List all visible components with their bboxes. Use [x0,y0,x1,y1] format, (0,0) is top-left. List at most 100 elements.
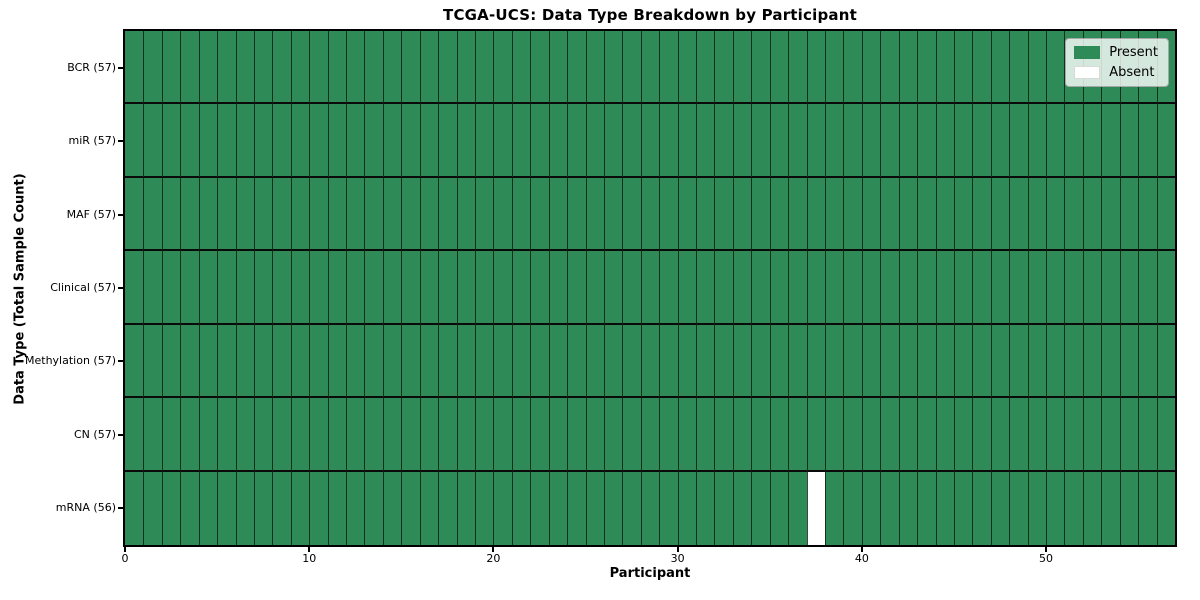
cell-present-miR-p43 [917,104,936,178]
cell-present-Clinical-p37 [806,251,825,325]
y-tick-mark [118,287,123,289]
cell-present-CN-p56 [1156,398,1175,472]
cell-present-CN-p23 [548,398,568,472]
cell-present-mRNA-p42 [898,471,918,545]
legend-present-label: Present [1109,45,1158,60]
cell-present-mRNA-p48 [1009,471,1028,545]
cell-present-BCR-p36 [788,31,807,105]
cell-present-mRNA-p47 [990,471,1010,545]
cell-present-MAF-p7 [253,177,273,252]
cell-present-mRNA-p18 [456,471,475,545]
cell-present-Clinical-p7 [253,251,273,325]
cell-present-Clinical-p18 [456,251,475,325]
cell-present-BCR-p0 [125,31,144,105]
x-tick-label-30: 30 [670,552,685,565]
cell-present-CN-p31 [696,398,715,472]
cell-present-BCR-p42 [898,31,918,105]
cell-present-miR-p0 [125,104,144,178]
cell-present-MAF-p16 [419,177,439,252]
cell-present-mRNA-p55 [1138,471,1157,545]
cell-present-Methylation-p21 [511,324,531,399]
cell-present-BCR-p47 [990,31,1010,105]
cell-present-miR-p1 [143,104,162,178]
cell-present-miR-p34 [751,104,770,178]
cell-present-CN-p30 [677,398,697,472]
cell-present-CN-p12 [346,398,365,472]
cell-present-MAF-p56 [1156,177,1175,252]
x-tick-mark [308,547,311,552]
cell-present-mRNA-p26 [603,471,623,545]
cell-present-CN-p11 [327,398,347,472]
cell-present-BCR-p7 [253,31,273,105]
cell-present-BCR-p9 [290,31,310,105]
cell-present-Methylation-p18 [456,324,475,399]
cell-present-Methylation-p13 [364,324,383,399]
cell-present-mRNA-p43 [917,471,936,545]
cell-present-Methylation-p19 [475,324,494,399]
cell-present-MAF-p37 [806,177,825,252]
cell-present-MAF-p52 [1082,177,1102,252]
cell-present-BCR-p49 [1027,31,1047,105]
cell-present-BCR-p27 [622,31,641,105]
cell-present-mRNA-p27 [622,471,641,545]
y-tick-label-mRNA: mRNA (56) [55,501,116,515]
cell-present-miR-p10 [309,104,328,178]
cell-present-miR-p38 [825,104,844,178]
cell-present-CN-p10 [309,398,328,472]
cell-present-mRNA-p15 [401,471,420,545]
y-tick-label-miR: miR (57) [68,134,117,148]
cell-present-Clinical-p10 [309,251,328,325]
cell-present-mRNA-p44 [935,471,954,545]
cell-present-Clinical-p30 [677,251,697,325]
cell-present-mRNA-p4 [198,471,218,545]
cell-present-Methylation-p50 [1046,324,1065,399]
cell-present-BCR-p23 [548,31,568,105]
cell-present-miR-p41 [880,104,899,178]
cell-present-BCR-p11 [327,31,347,105]
cell-present-Clinical-p32 [714,251,733,325]
cell-present-Clinical-p46 [972,251,991,325]
cell-present-mRNA-p46 [972,471,991,545]
cell-present-Methylation-p37 [806,324,825,399]
cell-present-CN-p45 [953,398,973,472]
legend-entry-present: Present [1074,45,1158,60]
cell-present-MAF-p47 [990,177,1010,252]
cell-present-MAF-p23 [548,177,568,252]
cell-present-MAF-p29 [659,177,678,252]
cell-present-Methylation-p47 [990,324,1010,399]
cell-present-mRNA-p50 [1046,471,1065,545]
cell-present-BCR-p33 [732,31,752,105]
cell-present-mRNA-p6 [235,471,254,545]
cell-present-BCR-p14 [382,31,402,105]
cell-present-Clinical-p33 [732,251,752,325]
cell-present-Methylation-p45 [953,324,973,399]
cell-present-CN-p27 [622,398,641,472]
cell-present-miR-p26 [603,104,623,178]
cell-present-CN-p38 [825,398,844,472]
cell-present-Clinical-p17 [438,251,457,325]
cell-present-Methylation-p32 [714,324,733,399]
cell-present-Clinical-p31 [696,251,715,325]
cell-present-BCR-p50 [1046,31,1065,105]
cell-present-Methylation-p23 [548,324,568,399]
cell-present-BCR-p21 [511,31,531,105]
cell-present-CN-p50 [1046,398,1065,472]
cell-present-MAF-p15 [401,177,420,252]
cell-present-miR-p22 [530,104,549,178]
cell-present-Methylation-p54 [1119,324,1139,399]
cell-present-MAF-p53 [1101,177,1120,252]
cell-present-Clinical-p25 [585,251,604,325]
cell-present-CN-p15 [401,398,420,472]
cell-present-Clinical-p44 [935,251,954,325]
cell-present-MAF-p49 [1027,177,1047,252]
cell-present-CN-p43 [917,398,936,472]
cell-present-BCR-p37 [806,31,825,105]
cell-present-BCR-p4 [198,31,218,105]
cell-present-MAF-p28 [640,177,660,252]
cell-present-MAF-p14 [382,177,402,252]
cell-present-miR-p52 [1082,104,1102,178]
cell-present-MAF-p39 [843,177,862,252]
x-tick-label-10: 10 [302,552,317,565]
cell-present-Clinical-p42 [898,251,918,325]
cell-present-CN-p4 [198,398,218,472]
